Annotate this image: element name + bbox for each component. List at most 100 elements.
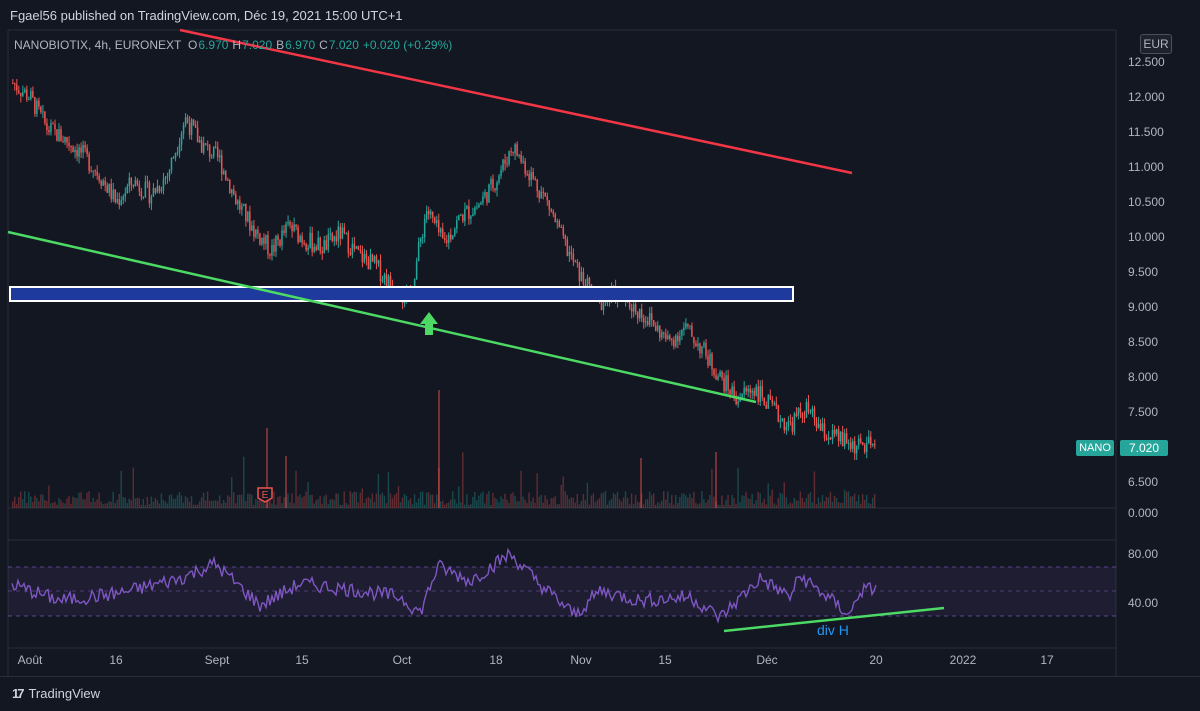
volume-bar <box>486 493 488 508</box>
volume-bar <box>554 496 556 508</box>
earnings-icon[interactable]: E <box>257 487 273 503</box>
candle-body <box>540 191 542 199</box>
volume-bar <box>675 495 677 508</box>
currency-button[interactable]: EUR <box>1140 34 1172 54</box>
price-axis[interactable]: 12.500 12.000 11.500 11.000 10.500 10.000 9.50… <box>1128 55 1165 610</box>
volume-bar <box>32 501 34 508</box>
volume-bar <box>669 503 671 508</box>
resistance-trendline[interactable] <box>179 28 853 175</box>
candle-body <box>335 236 338 242</box>
candle-body <box>809 411 812 413</box>
candle-body <box>126 186 129 194</box>
volume-bar <box>381 492 384 508</box>
chart-canvas[interactable]: 12.500 12.000 11.500 11.000 10.500 10.000 9.50… <box>0 0 1200 676</box>
candle-body <box>658 325 661 338</box>
volume-bar <box>259 499 261 508</box>
candle-body <box>558 220 561 227</box>
volume-bar <box>76 498 78 508</box>
volume-bar <box>699 503 701 508</box>
candle-body <box>568 251 571 256</box>
volume-bar <box>663 491 665 508</box>
divergence-trendline[interactable] <box>723 606 945 633</box>
candle-body <box>204 143 207 145</box>
candle-body <box>562 227 565 236</box>
candle-body <box>18 90 20 94</box>
support-trendline[interactable] <box>7 230 757 404</box>
candle-body <box>46 123 48 130</box>
candle-body <box>779 420 782 422</box>
price-pane[interactable] <box>8 30 1116 508</box>
volume-bar <box>468 504 470 508</box>
brand[interactable]: 17 TradingView <box>12 686 100 701</box>
volume-bar <box>120 470 122 508</box>
time-axis[interactable]: Août 16 Sept 15 Oct 18 Nov 15 Déc 20 2022 17 <box>18 653 1054 667</box>
high-key: H <box>232 38 242 52</box>
volume-bar <box>823 500 826 508</box>
volume-bar <box>745 491 747 508</box>
candle-body <box>166 175 169 178</box>
candle-body <box>14 83 16 85</box>
volume-bar <box>524 499 526 508</box>
volume-bar <box>198 501 201 508</box>
candle-body <box>470 216 472 219</box>
volume-bar <box>560 484 562 508</box>
candle-body <box>74 149 76 153</box>
low-value: 6.970 <box>285 38 316 52</box>
candle-body <box>172 157 175 159</box>
candle-body <box>62 141 64 143</box>
volume-bars <box>12 390 876 508</box>
candle-body <box>781 418 784 421</box>
volume-bar <box>707 499 709 508</box>
candle-body <box>343 227 346 234</box>
volume-bar <box>805 498 808 508</box>
volume-bar <box>598 498 601 508</box>
volume-bar <box>841 502 844 508</box>
volume-bar <box>102 504 104 508</box>
candle-body <box>849 443 852 449</box>
volume-bar <box>779 492 781 508</box>
publication-info: Fgael56 published on TradingView.com, Dé… <box>10 8 403 23</box>
candle-body <box>439 228 442 233</box>
volume-bar <box>658 503 661 508</box>
volume-bar <box>269 499 271 508</box>
volume-bar <box>791 503 794 508</box>
volume-bar <box>365 498 368 508</box>
candle-body <box>675 335 677 347</box>
candle-body <box>777 405 780 422</box>
candle-body <box>520 154 522 162</box>
up-arrow-icon[interactable] <box>420 312 438 335</box>
candle-body <box>673 339 675 347</box>
candle-body <box>369 254 372 270</box>
rsi-pane[interactable] <box>8 540 1116 648</box>
volume-bar <box>317 499 319 508</box>
candle-body <box>359 250 362 252</box>
candle-body <box>510 151 512 153</box>
volume-bar <box>610 498 613 508</box>
volume-bar <box>158 503 161 508</box>
volume-bar <box>249 493 251 508</box>
volume-bar <box>763 498 765 508</box>
volume-bar <box>588 504 591 508</box>
volume-bar <box>703 499 705 508</box>
support-zone[interactable] <box>9 286 794 302</box>
volume-bar <box>799 491 802 508</box>
volume-bar <box>452 491 454 508</box>
volume-bar <box>180 495 183 508</box>
candle-body <box>717 376 719 380</box>
price-tick-label: 9.000 <box>1128 300 1158 314</box>
volume-bar <box>150 496 153 508</box>
volume-bar <box>574 502 577 508</box>
time-tick-label: 20 <box>869 653 883 667</box>
volume-bar <box>761 502 763 508</box>
candle-body <box>138 184 141 192</box>
candle-body <box>496 182 498 191</box>
volume-bar <box>88 491 90 508</box>
candle-body <box>526 173 528 175</box>
volume-bar <box>341 504 343 508</box>
volume-bar <box>162 499 165 508</box>
candle-body <box>460 214 462 216</box>
candle-body <box>845 433 848 444</box>
candle-body <box>799 408 802 414</box>
candle-body <box>321 251 323 254</box>
candle-body <box>136 180 139 185</box>
